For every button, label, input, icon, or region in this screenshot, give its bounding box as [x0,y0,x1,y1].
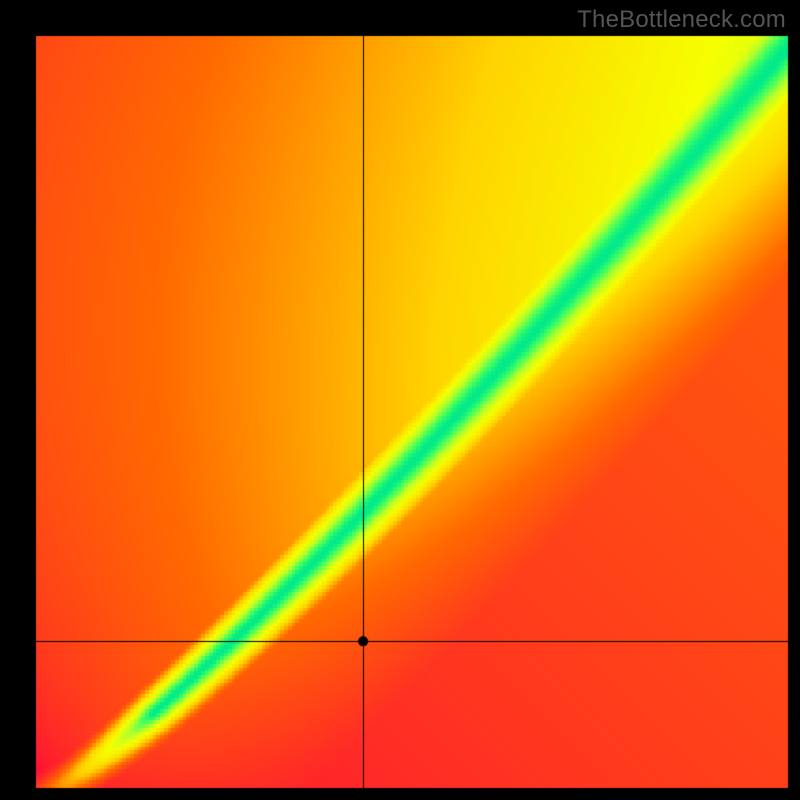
watermark-text: TheBottleneck.com [577,6,786,34]
chart-container: TheBottleneck.com [0,0,800,800]
heatmap-canvas [0,0,800,800]
